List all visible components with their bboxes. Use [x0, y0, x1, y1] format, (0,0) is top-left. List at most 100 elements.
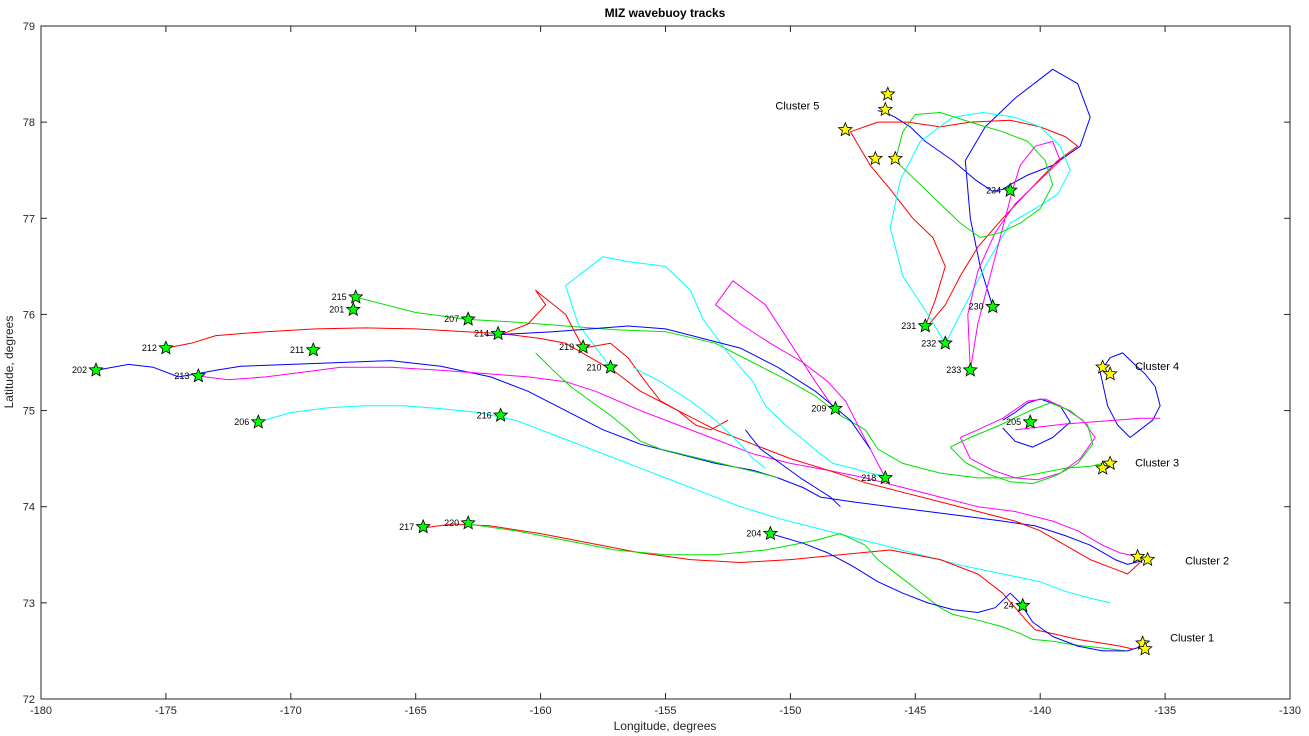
cluster-label-2: Cluster 4: [1135, 361, 1179, 373]
buoy-track-line-17: [497, 289, 729, 431]
x-tick-label: -180: [30, 705, 52, 717]
x-tick-label: -130: [1279, 705, 1301, 717]
buoy-start-marker-209: [827, 400, 843, 416]
buoy-track-line-8: [770, 533, 1143, 652]
buoy-track-line-21: [949, 402, 1094, 485]
buoy-label-209: 209: [811, 404, 826, 414]
buoy-track-line-6: [423, 523, 1133, 650]
buoy-end-marker-7: [1102, 365, 1118, 381]
x-tick-label: -145: [904, 705, 926, 717]
buoy-label-206: 206: [234, 417, 249, 427]
buoy-track-line-15: [894, 112, 1054, 238]
buoy-track-line-5: [355, 296, 1103, 479]
buoy-start-marker-202: [88, 362, 104, 377]
label-layer: 201 202 204 205 206 207 209 210 211 212 213 214 215 2…: [72, 101, 1229, 645]
buoy-label-212: 212: [142, 343, 157, 353]
y-tick-label: 74: [23, 502, 35, 514]
buoy-label-230: 230: [969, 302, 984, 312]
buoy-end-marker-2: [877, 101, 894, 117]
x-tick-label: -160: [530, 705, 552, 717]
buoy-start-marker-211: [305, 341, 321, 357]
x-tick-label: -155: [654, 705, 676, 717]
buoy-start-marker-205: [1022, 414, 1038, 429]
chart-title: MIZ wavebuoy tracks: [605, 6, 726, 20]
y-tick-label: 77: [23, 213, 35, 225]
buoy-end-marker-3: [837, 121, 853, 137]
buoy-label-213: 213: [174, 371, 189, 381]
buoy-start-marker-206: [250, 414, 267, 429]
buoy-label-215: 215: [332, 292, 347, 302]
y-tick-label: 78: [23, 117, 35, 129]
buoy-track-line-24: [632, 366, 766, 469]
buoy-track-line-19: [1002, 398, 1071, 448]
buoy-label-219: 219: [559, 342, 574, 352]
cluster-label-3: Cluster 3: [1135, 457, 1179, 469]
buoy-label-210: 210: [586, 362, 601, 372]
y-axis-label: Latitude, degrees: [2, 316, 16, 409]
buoy-start-marker-215: [348, 289, 364, 304]
buoy-track-line-9: [565, 256, 886, 477]
buoy-start-marker-217: [415, 518, 431, 534]
buoy-start-marker-216: [493, 407, 509, 422]
buoy-label-218: 218: [861, 473, 876, 483]
buoy-start-marker-204: [762, 525, 779, 541]
buoy-label-232: 232: [921, 338, 936, 348]
buoy-track-line-3: [165, 327, 1141, 575]
buoy-start-marker-232: [937, 335, 953, 350]
x-tick-label: -150: [779, 705, 801, 717]
buoy-end-marker-9: [1094, 460, 1111, 475]
buoy-start-marker-213: [190, 367, 206, 383]
buoy-track-line-22: [1099, 352, 1161, 438]
plot-area: [41, 26, 1290, 699]
marker-layer: [88, 86, 1156, 656]
tick-layer: -180 -175 -170 -165 -160 -155 -150 -145 -140 -135…: [23, 21, 1301, 717]
buoy-track-line-16: [485, 325, 871, 450]
x-axis-label: Longitude, degrees: [614, 719, 717, 733]
buoy-label-204: 204: [746, 529, 761, 539]
buoy-start-marker-234: [1002, 182, 1018, 197]
series-layer: [95, 68, 1161, 652]
buoy-label-211: 211: [290, 345, 304, 355]
buoy-label-202: 202: [72, 365, 87, 375]
buoy-track-line-2: [198, 366, 1138, 558]
buoy-start-marker-220: [460, 515, 476, 530]
y-tick-label: 72: [23, 694, 35, 706]
buoy-track-line-11: [877, 68, 1091, 307]
buoy-label-216: 216: [477, 410, 492, 420]
x-tick-label: -165: [405, 705, 427, 717]
buoy-start-marker-210: [602, 359, 619, 374]
buoy-end-marker-13: [1137, 640, 1153, 656]
cluster-label-4: Cluster 2: [1185, 555, 1229, 567]
buoy-start-marker-219: [575, 339, 591, 354]
buoy-label-205: 205: [1006, 417, 1021, 427]
buoy-label-214: 214: [474, 329, 489, 339]
x-tick-label: -175: [155, 705, 177, 717]
buoy-track-line-25: [745, 429, 841, 508]
buoy-end-marker-1: [880, 86, 896, 101]
buoy-end-marker-11: [1140, 551, 1156, 567]
buoy-track-line-23: [1015, 417, 1161, 431]
x-tick-label: -135: [1154, 705, 1176, 717]
buoy-label-231: 231: [901, 321, 916, 331]
buoy-label-207: 207: [444, 314, 459, 324]
y-tick-label: 76: [23, 309, 35, 321]
buoy-start-marker-231: [917, 317, 933, 333]
buoy-label-201: 201: [329, 305, 344, 315]
buoy-track-line-18: [535, 352, 779, 479]
buoy-start-marker-201: [345, 301, 361, 317]
buoy-track-line-20: [959, 398, 1096, 481]
y-tick-label: 75: [23, 406, 35, 418]
buoy-label-220: 220: [444, 518, 459, 528]
y-tick-label: 79: [23, 21, 35, 33]
buoy-start-marker-218: [877, 469, 894, 485]
buoy-track-line-7: [468, 523, 1126, 652]
buoy-track-line-10: [715, 280, 886, 479]
buoy-start-marker-214: [490, 325, 506, 341]
y-tick-label: 73: [23, 598, 35, 610]
cluster-label-5: Cluster 1: [1170, 632, 1214, 644]
buoy-label-234: 234: [986, 185, 1001, 195]
buoy-start-marker-230: [985, 298, 1001, 314]
buoy-track-line-14: [967, 140, 1061, 371]
buoy-end-marker-6: [1094, 359, 1111, 374]
